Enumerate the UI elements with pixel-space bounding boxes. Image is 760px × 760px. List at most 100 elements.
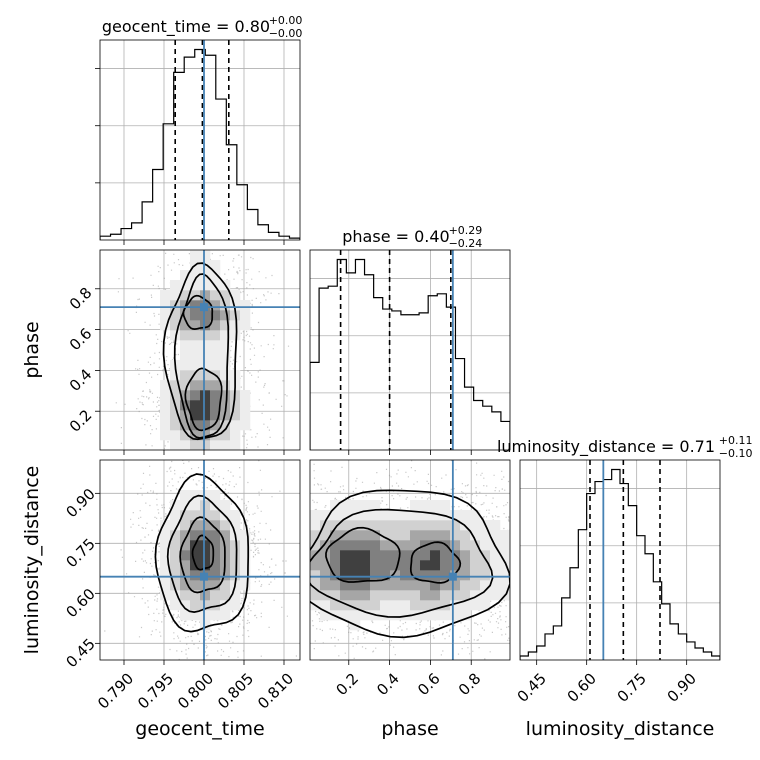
density-cell (440, 500, 451, 511)
density-cell (360, 530, 371, 541)
density-cell (170, 530, 181, 541)
density-cell (180, 610, 191, 621)
density-cell (420, 550, 431, 561)
density-cell (340, 520, 351, 531)
density-cell (190, 390, 201, 401)
density-cell (160, 590, 171, 601)
density-cell (190, 330, 201, 341)
x-tick-label: 0.45 (514, 670, 550, 706)
density-cell (210, 580, 221, 591)
density-cell (350, 590, 361, 601)
axes-1-2 (309, 459, 511, 665)
density-cell (210, 400, 221, 411)
density-cell (330, 500, 341, 511)
density-cell (170, 390, 181, 401)
density-cell (380, 530, 391, 541)
density-cell (170, 570, 181, 581)
density-cell (460, 580, 471, 591)
density-cell (350, 610, 361, 621)
density-cell (210, 310, 221, 321)
density-cell (480, 570, 491, 581)
density-cell (240, 550, 251, 561)
density-cell (200, 280, 211, 291)
density-cell (320, 570, 331, 581)
density-cell (190, 520, 201, 531)
density-cell (330, 600, 341, 611)
x-tick-label: 0.60 (564, 670, 600, 706)
density-cell (230, 430, 241, 441)
density-cell (480, 600, 491, 611)
histogram-luminosity_distance (520, 468, 720, 660)
density-cell (340, 510, 351, 521)
density-cell (370, 530, 381, 541)
density-cell (190, 360, 201, 371)
density-cell (210, 600, 221, 611)
hist-panel-geocent_time: geocent_time = 0.80+0.00−0.00 (95, 14, 302, 245)
density-cell (180, 600, 191, 611)
density-cell (210, 440, 221, 450)
density-cell (160, 380, 171, 391)
density-cell (200, 370, 211, 381)
density-cell (200, 290, 211, 301)
density-cell (440, 530, 451, 541)
density-cell (160, 410, 171, 421)
density-cell (470, 530, 481, 541)
density-cell (230, 560, 241, 571)
density-cell (200, 430, 211, 441)
density-cell (460, 540, 471, 551)
x-tick-label: 0.805 (214, 670, 257, 713)
title-phase: phase = 0.40+0.29−0.24 (342, 224, 482, 250)
density-cell (240, 320, 251, 331)
density-cell (360, 520, 371, 531)
density-cell (190, 280, 201, 291)
density-cell (400, 540, 411, 551)
density-cell (390, 610, 401, 621)
density-cell (310, 560, 321, 571)
density-cell (490, 550, 501, 561)
density-cell (400, 520, 411, 531)
density-cell (170, 540, 181, 551)
density-cell (210, 610, 221, 621)
density-cell (170, 550, 181, 561)
density-cell (170, 380, 181, 391)
density-cell (180, 490, 191, 501)
density-cell (240, 560, 251, 571)
density-cell (360, 500, 371, 511)
density-cell (360, 560, 371, 571)
density-cell (190, 300, 201, 311)
density-cell (180, 380, 191, 391)
density-cell (400, 580, 411, 591)
density-cell (390, 540, 401, 551)
x-tick-label: 0.800 (174, 670, 217, 713)
density-cell (430, 520, 441, 531)
density-cell (190, 340, 201, 351)
density-cell (460, 560, 471, 571)
density-cell (200, 420, 211, 431)
density-cell (360, 570, 371, 581)
density-cell (210, 570, 221, 581)
density-cell (180, 520, 191, 531)
density-cell (470, 520, 481, 531)
density-cell (220, 520, 231, 531)
density-cell (200, 520, 211, 531)
density-cell (370, 510, 381, 521)
x-axis-label: phase (381, 718, 438, 740)
density-cell (440, 520, 451, 531)
density-cell (390, 590, 401, 601)
density-cell (480, 560, 491, 571)
density-cell (200, 590, 211, 601)
x-tick-label: 0.8 (455, 670, 485, 700)
density-cell (220, 360, 231, 371)
density-cell (230, 320, 241, 331)
density-cell (390, 510, 401, 521)
density-cell (470, 540, 481, 551)
histogram-geocent_time (100, 48, 300, 240)
axes-0-1 (95, 249, 301, 455)
density-cell (220, 310, 231, 321)
density-cell (240, 420, 251, 431)
density-cell (220, 580, 231, 591)
density-cell (340, 540, 351, 551)
density-cell (210, 590, 221, 601)
density-cell (470, 510, 481, 521)
density-cell (450, 590, 461, 601)
